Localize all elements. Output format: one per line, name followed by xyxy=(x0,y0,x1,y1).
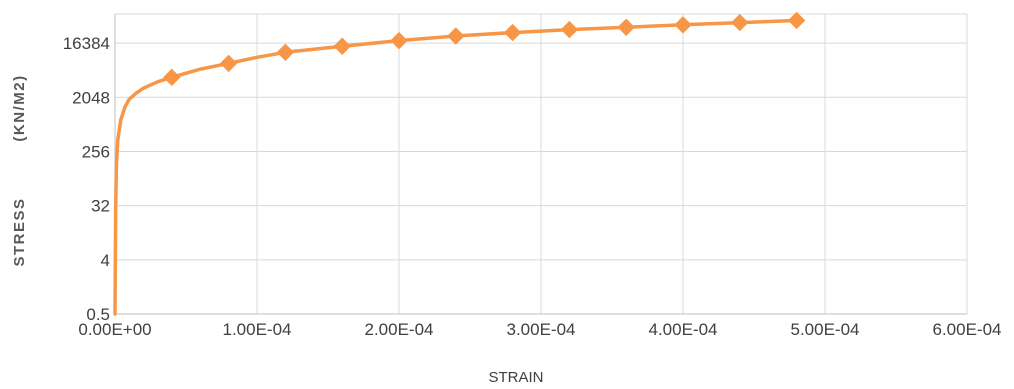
data-point-marker xyxy=(560,20,579,39)
y-tick-label: 256 xyxy=(82,142,110,161)
x-axis-title: STRAIN xyxy=(488,369,543,386)
data-point-marker xyxy=(617,18,635,37)
y-tick-label: 32 xyxy=(91,197,110,216)
x-tick-label: 3.00E-04 xyxy=(507,320,576,339)
y-tick-label: 2048 xyxy=(72,88,110,107)
data-point-marker xyxy=(787,11,806,30)
data-point-marker xyxy=(674,16,692,34)
y-axis-title-units: (KN/M2) xyxy=(11,74,28,141)
x-tick-label: 1.00E-04 xyxy=(223,320,292,339)
gridlines xyxy=(115,13,968,314)
data-point-marker xyxy=(503,23,522,42)
data-point-marker xyxy=(276,43,295,62)
y-tick-label: 4 xyxy=(101,251,110,270)
series-line xyxy=(113,18,799,316)
x-tick-label: 6.00E-04 xyxy=(933,320,1002,339)
y-tick-label: 16384 xyxy=(63,34,110,53)
tick-labels: 0.5 4 32 256 2048 16384 0.00E+00 1.00E-04 2.00E-… xyxy=(63,34,1002,339)
data-point-marker xyxy=(163,68,181,87)
data-point-marker xyxy=(731,13,749,32)
data-point-marker xyxy=(219,54,238,73)
data-point-marker xyxy=(390,31,408,50)
x-tick-label: 4.00E-04 xyxy=(649,320,718,339)
data-series xyxy=(113,11,806,316)
x-tick-label: 2.00E-04 xyxy=(365,320,434,339)
y-axis-title-stress: STRESS xyxy=(11,197,28,266)
data-point-marker xyxy=(447,27,465,45)
x-tick-label: 0.00E+00 xyxy=(78,320,151,339)
x-tick-label: 5.00E-04 xyxy=(791,320,860,339)
y-tick-label: 0.5 xyxy=(86,305,110,324)
data-point-marker xyxy=(333,37,351,55)
